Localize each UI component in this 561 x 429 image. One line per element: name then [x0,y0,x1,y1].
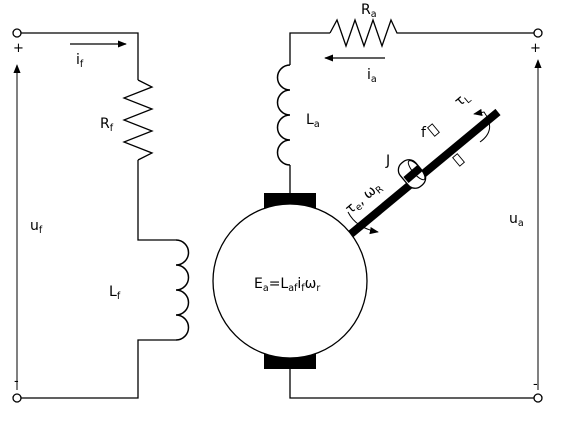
field-voltage-label: uf [30,218,43,236]
friction-label: f [421,125,427,141]
field-plus-label: + [13,41,24,56]
armature-plus-label: + [530,41,541,56]
motor-rotor [212,203,368,359]
armature-wire [289,32,534,399]
load-torque-arrow [473,108,491,143]
armature-terminal-bottom [533,393,543,403]
friction-bearing [426,123,466,167]
field-inductor [175,239,190,341]
field-current-label: if [76,52,84,70]
field-terminal-bottom [12,393,22,403]
field-wire [21,32,176,399]
armature-terminal-top [533,28,543,38]
mechanical-load: J f τL τe, ωR [342,89,491,235]
armature-inductance-label: La [306,112,320,130]
armature-circuit: + - Ra ia La ua [276,2,543,403]
motor: Ea=Lafifωr [212,193,368,369]
armature-voltage-label: ua [509,211,524,229]
field-terminal-top [12,28,22,38]
load-torque-label: τL [452,89,475,112]
field-resistor [122,79,154,161]
field-resistance-label: Rf [100,116,114,134]
field-circuit: + - if Rf uf Lf [12,28,190,403]
armature-inductor [276,64,291,166]
field-minus-label: - [14,374,19,389]
field-inductance-label: Lf [109,284,121,302]
electric-torque-arrow [347,211,379,235]
armature-resistor [329,18,404,48]
armature-minus-label: - [533,377,538,392]
inertia-label: J [385,153,390,169]
armature-resistance-label: Ra [361,2,377,20]
armature-current-label: ia [367,67,377,85]
back-emf-equation: Ea=Lafifωr [254,276,320,294]
